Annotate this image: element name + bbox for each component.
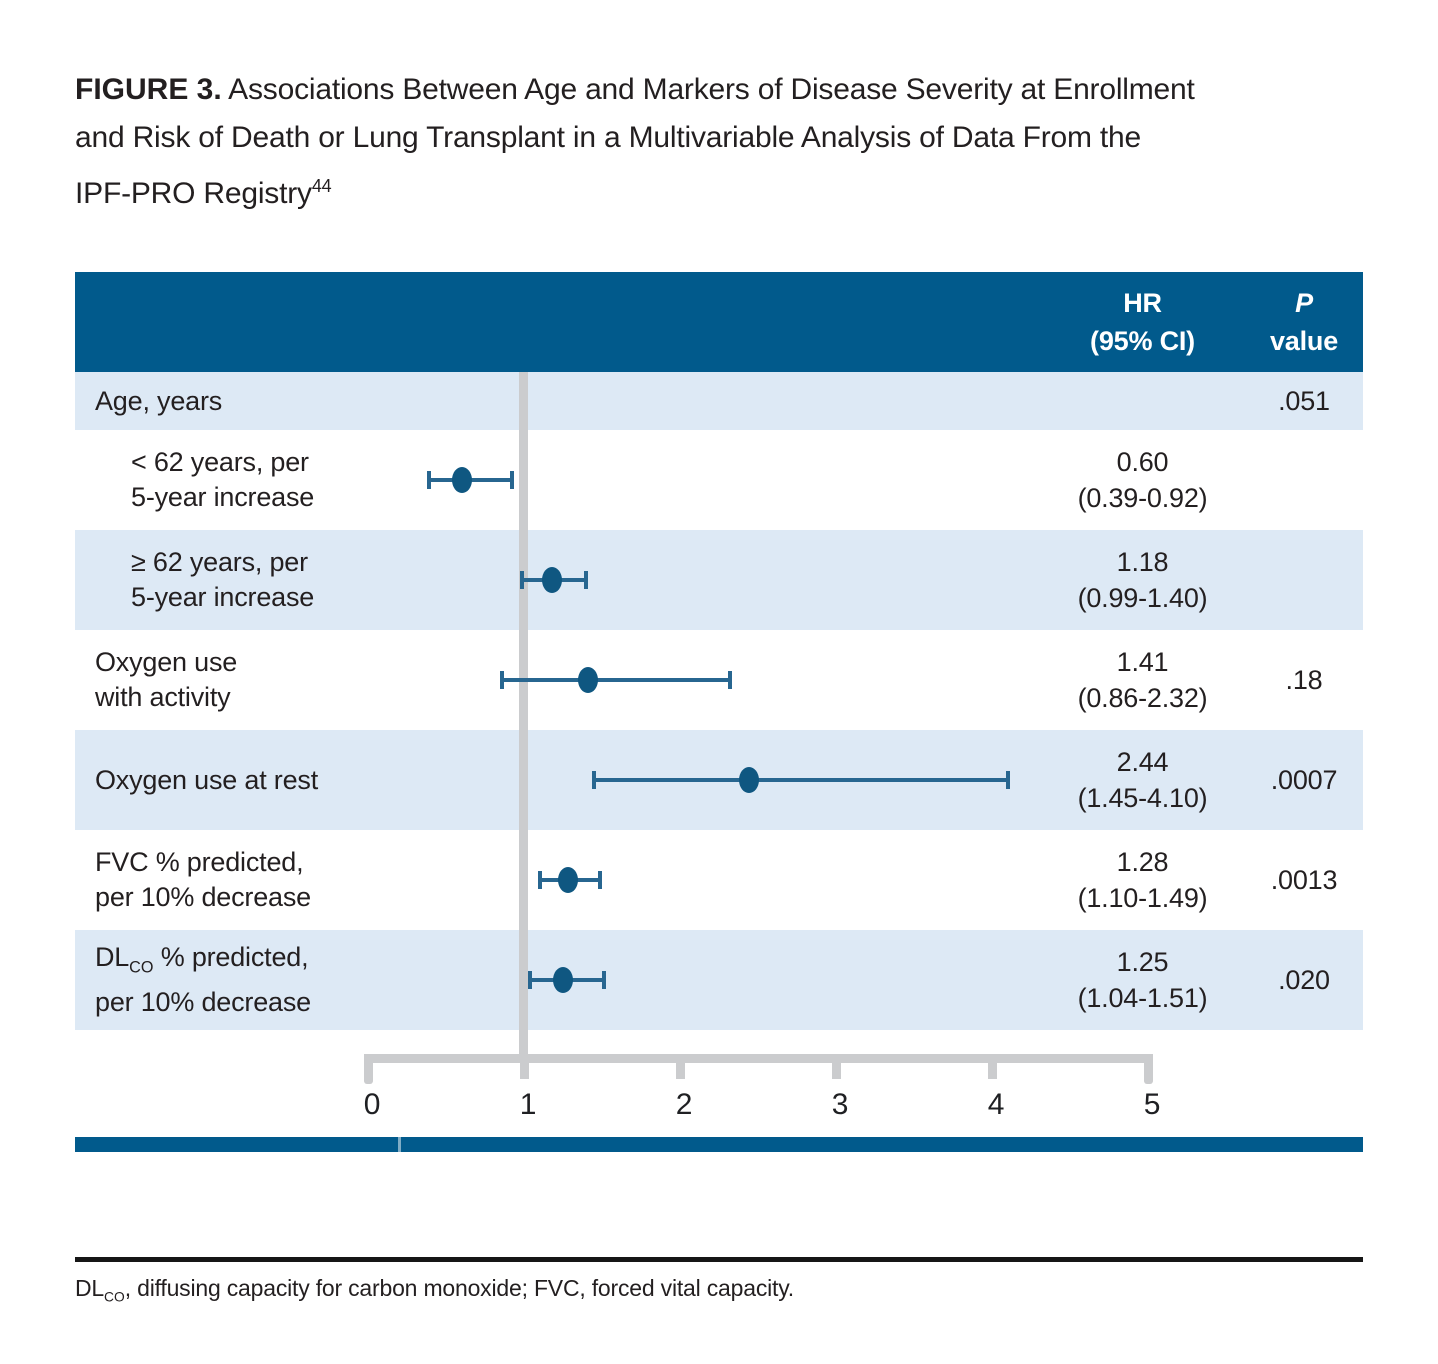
table-row: ≥ 62 years, per 5-year increase 1.18 (0.99-… bbox=[75, 530, 1363, 630]
ci-cap-high bbox=[598, 871, 603, 889]
table-row: Age, years .051 bbox=[75, 372, 1363, 430]
header-hr-column: HR (95% CI) bbox=[1040, 284, 1245, 360]
ci-cap-high bbox=[509, 471, 514, 489]
ci-errorbar bbox=[500, 630, 732, 730]
table-row: < 62 years, per 5-year increase 0.60 (0.39-… bbox=[75, 430, 1363, 530]
ci-line bbox=[500, 678, 732, 682]
ci-cap-low bbox=[537, 871, 542, 889]
x-axis-line bbox=[364, 1054, 1152, 1063]
footnote-section: DLCO, diffusing capacity for carbon mono… bbox=[75, 1257, 1363, 1305]
axis-tick bbox=[988, 1054, 997, 1079]
ci-line bbox=[592, 778, 1010, 782]
row-plot-spacer bbox=[375, 530, 1040, 630]
caption-line-1: FIGURE 3. Associations Between Age and M… bbox=[75, 66, 1363, 114]
figure-caption: FIGURE 3. Associations Between Age and M… bbox=[75, 0, 1363, 218]
ci-cap-low bbox=[528, 971, 533, 989]
row-hr-ci-value: 1.28 (1.10-1.49) bbox=[1077, 847, 1208, 913]
row-p-value: .051 bbox=[1278, 385, 1330, 416]
axis-tick-label: 4 bbox=[987, 1088, 1005, 1121]
ci-errorbar bbox=[426, 430, 514, 530]
table-row: Oxygen use at rest 2.44 (1.45-4.10) .0007 bbox=[75, 730, 1363, 830]
axis-tick-label: 0 bbox=[363, 1088, 381, 1121]
row-hr-ci-value bbox=[1040, 372, 1245, 430]
row-p-value bbox=[1245, 530, 1363, 630]
ci-cap-high bbox=[727, 671, 732, 689]
row-p-value: .18 bbox=[1285, 664, 1323, 695]
table-header: HR (95% CI) P value bbox=[75, 272, 1363, 372]
forest-plot-figure: HR (95% CI) P value Age, years .051 < 62 y… bbox=[75, 272, 1363, 1152]
axis-tick bbox=[1144, 1054, 1153, 1084]
hr-point-marker bbox=[738, 767, 759, 793]
row-plot-spacer bbox=[375, 930, 1040, 1030]
axis-tick-label: 5 bbox=[1143, 1088, 1161, 1121]
ci-errorbar bbox=[537, 830, 603, 930]
caption-line-1-text: Associations Between Age and Markers of … bbox=[221, 73, 1195, 106]
row-label: < 62 years, per 5-year increase bbox=[131, 447, 315, 512]
axis-tick-label: 1 bbox=[519, 1088, 537, 1121]
row-plot-spacer bbox=[375, 372, 1040, 430]
caption-line-2: and Risk of Death or Lung Transplant in … bbox=[75, 121, 1142, 154]
row-hr-ci-value: 1.25 (1.04-1.51) bbox=[1077, 947, 1208, 1013]
row-hr-ci-value: 1.41 (0.86-2.32) bbox=[1077, 647, 1208, 713]
bottom-accent-bar bbox=[75, 1137, 1363, 1152]
axis-tick bbox=[364, 1054, 373, 1084]
row-label: ≥ 62 years, per 5-year increase bbox=[131, 547, 315, 612]
axis-tick-label: 2 bbox=[675, 1088, 693, 1121]
ci-errorbar bbox=[520, 530, 589, 630]
reference-line-hr1 bbox=[519, 372, 528, 1063]
row-plot-spacer bbox=[375, 830, 1040, 930]
page-content: FIGURE 3. Associations Between Age and M… bbox=[75, 0, 1363, 1305]
ci-cap-low bbox=[520, 571, 525, 589]
row-p-value: .020 bbox=[1278, 964, 1330, 995]
header-p-line1: P bbox=[1295, 288, 1313, 318]
axis-tick-label: 3 bbox=[831, 1088, 849, 1121]
ci-cap-high bbox=[601, 971, 606, 989]
axis-tick bbox=[832, 1054, 841, 1079]
row-label: DLCO % predicted, per 10% decrease bbox=[95, 941, 311, 1018]
ci-errorbar bbox=[592, 730, 1010, 830]
row-label: FVC % predicted, per 10% decrease bbox=[95, 847, 311, 912]
header-p-column: P value bbox=[1245, 284, 1363, 360]
hr-point-marker bbox=[552, 967, 573, 993]
axis-tick bbox=[676, 1054, 685, 1079]
ci-errorbar bbox=[528, 930, 606, 1030]
hr-point-marker bbox=[577, 667, 598, 693]
ci-cap-high bbox=[584, 571, 589, 589]
row-hr-ci-value: 0.60 (0.39-0.92) bbox=[1077, 447, 1208, 513]
ci-cap-low bbox=[426, 471, 431, 489]
ci-cap-high bbox=[1005, 771, 1010, 789]
header-p-line2: value bbox=[1269, 326, 1339, 356]
figure-label: FIGURE 3. bbox=[75, 73, 222, 106]
hr-point-marker bbox=[451, 467, 472, 493]
ci-cap-low bbox=[500, 671, 505, 689]
row-p-value bbox=[1245, 430, 1363, 530]
header-hr-line1: HR bbox=[1123, 288, 1162, 318]
row-hr-ci-value: 1.18 (0.99-1.40) bbox=[1077, 547, 1208, 613]
row-p-value: .0013 bbox=[1270, 864, 1338, 895]
row-p-value: .0007 bbox=[1270, 764, 1338, 795]
table-row: DLCO % predicted, per 10% decrease 1.25 (1.… bbox=[75, 930, 1363, 1030]
row-label: Age, years bbox=[95, 385, 223, 416]
table-row: FVC % predicted, per 10% decrease 1.28 (1.1… bbox=[75, 830, 1363, 930]
hr-point-marker bbox=[542, 567, 563, 593]
row-label: Oxygen use with activity bbox=[95, 647, 238, 712]
ci-cap-low bbox=[592, 771, 597, 789]
row-hr-ci-value: 2.44 (1.45-4.10) bbox=[1077, 747, 1208, 813]
footnote-text: DLCO, diffusing capacity for carbon mono… bbox=[75, 1275, 795, 1305]
table-body: Age, years .051 < 62 years, per 5-year incr… bbox=[75, 372, 1363, 1030]
x-axis: 0 1 2 3 4 5 bbox=[75, 1030, 1363, 1137]
axis-tick bbox=[520, 1054, 529, 1079]
table-row: Oxygen use with activity 1.41 (0.86-2.32) .1… bbox=[75, 630, 1363, 730]
bottom-bar-divider bbox=[398, 1137, 401, 1152]
row-label: Oxygen use at rest bbox=[95, 764, 319, 795]
header-hr-line2: (95% CI) bbox=[1090, 326, 1195, 356]
hr-point-marker bbox=[557, 867, 578, 893]
caption-line-3: IPF-PRO Registry44 bbox=[75, 176, 332, 210]
